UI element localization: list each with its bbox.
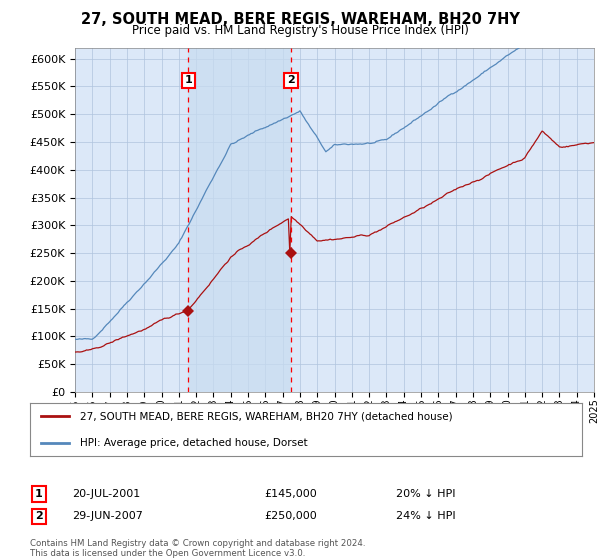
Text: HPI: Average price, detached house, Dorset: HPI: Average price, detached house, Dors… [80,438,307,448]
Text: 2: 2 [287,75,295,85]
Text: 24% ↓ HPI: 24% ↓ HPI [396,511,455,521]
Text: 2: 2 [35,511,43,521]
Text: 1: 1 [35,489,43,499]
Text: 20-JUL-2001: 20-JUL-2001 [72,489,140,499]
Text: 27, SOUTH MEAD, BERE REGIS, WAREHAM, BH20 7HY (detached house): 27, SOUTH MEAD, BERE REGIS, WAREHAM, BH2… [80,412,452,422]
Text: Price paid vs. HM Land Registry's House Price Index (HPI): Price paid vs. HM Land Registry's House … [131,24,469,37]
Text: 29-JUN-2007: 29-JUN-2007 [72,511,143,521]
Text: Contains HM Land Registry data © Crown copyright and database right 2024.
This d: Contains HM Land Registry data © Crown c… [30,539,365,558]
Text: 20% ↓ HPI: 20% ↓ HPI [396,489,455,499]
Text: £250,000: £250,000 [264,511,317,521]
Text: £145,000: £145,000 [264,489,317,499]
Text: 27, SOUTH MEAD, BERE REGIS, WAREHAM, BH20 7HY: 27, SOUTH MEAD, BERE REGIS, WAREHAM, BH2… [80,12,520,27]
Text: 1: 1 [184,75,192,85]
Bar [188,48,291,392]
